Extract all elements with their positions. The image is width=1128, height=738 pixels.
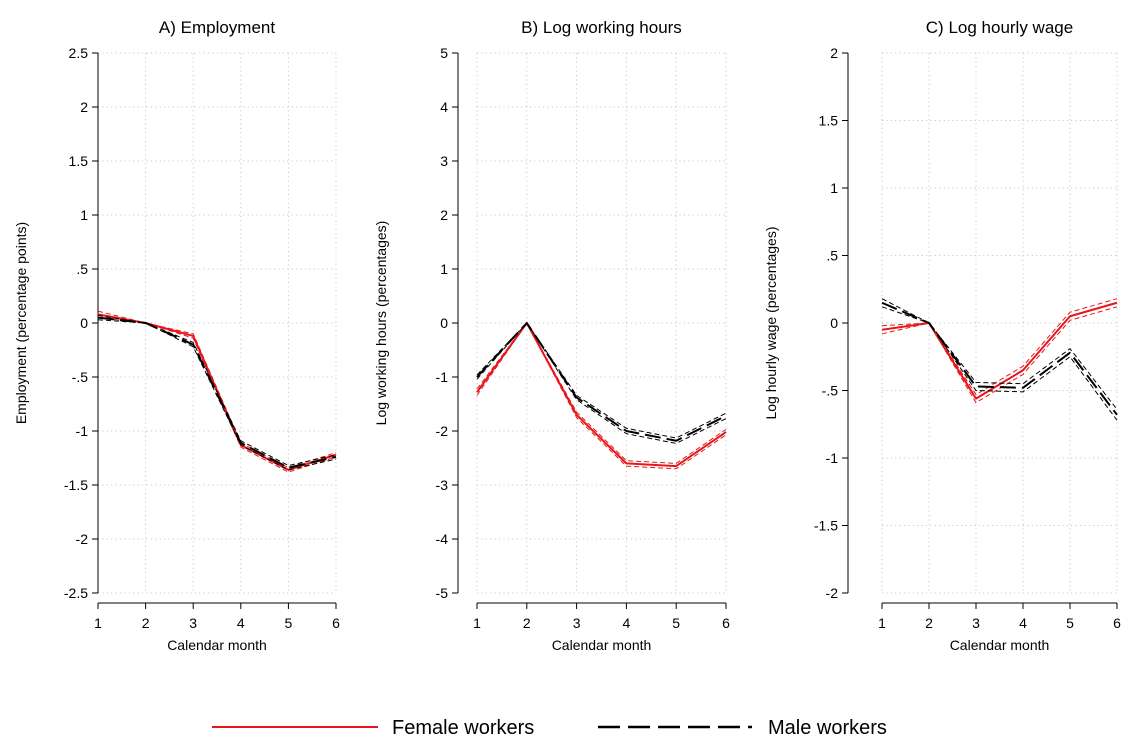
y-axis-label: Log hourly wage (percentages) <box>763 226 779 419</box>
y-tick-label: 2 <box>830 45 838 61</box>
y-tick-label: -1 <box>826 450 839 466</box>
x-tick-label: 4 <box>1019 615 1027 631</box>
x-tick-label: 6 <box>1113 615 1121 631</box>
x-tick-label: 1 <box>878 615 886 631</box>
y-tick-label: -3 <box>436 477 449 493</box>
y-tick-label: 1 <box>830 180 838 196</box>
y-tick-label: -1 <box>76 423 89 439</box>
y-tick-label: 4 <box>440 99 448 115</box>
x-tick-label: 1 <box>473 615 481 631</box>
x-tick-label: 3 <box>189 615 197 631</box>
y-tick-label: 1 <box>80 207 88 223</box>
y-axis-label: Employment (percentage points) <box>13 222 29 424</box>
y-tick-label: -4 <box>436 531 449 547</box>
series-line <box>476 322 727 468</box>
panel-2: B) Log working hours -5 -4 -3 -2 -1 0 1 2 3 4 5 Log … <box>373 18 730 653</box>
y-tick-label: -2 <box>436 423 449 439</box>
grid <box>97 52 337 594</box>
panel-3: C) Log hourly wage -2 -1.5 -1 -.5 0 .5 1 1.5 2 Log… <box>763 18 1121 653</box>
series-band-upper <box>881 298 1118 410</box>
series-line <box>881 301 1118 400</box>
y-tick-label: 2 <box>440 207 448 223</box>
x-tick-label: 1 <box>94 615 102 631</box>
x-tick-label: 2 <box>925 615 933 631</box>
x-tick-label: 3 <box>573 615 581 631</box>
x-axis-label: Calendar month <box>552 637 652 653</box>
panel-title: A) Employment <box>159 18 275 37</box>
legend: Female workers Male workers <box>212 717 887 738</box>
y-tick-label: 2.5 <box>69 45 89 61</box>
grid <box>881 52 1118 594</box>
y-tick-label: 3 <box>440 153 448 169</box>
grid <box>476 52 727 594</box>
y-tick-label: 0 <box>80 315 88 331</box>
series-line <box>881 301 1118 416</box>
x-tick-label: 4 <box>623 615 631 631</box>
y-tick-label: -1 <box>436 369 449 385</box>
series-band-upper <box>97 314 337 467</box>
x-tick-label: 3 <box>972 615 980 631</box>
y-tick-label: .5 <box>76 261 88 277</box>
y-tick-label: -.5 <box>72 369 89 385</box>
series-band-upper <box>476 322 727 439</box>
series-band-upper <box>881 298 1118 396</box>
x-axis-label: Calendar month <box>167 637 267 653</box>
series-male-workers <box>881 298 1118 421</box>
series-female-workers <box>881 298 1118 404</box>
y-tick-label: 1 <box>440 261 448 277</box>
y-axis-label: Log working hours (percentages) <box>373 221 389 426</box>
x-tick-label: 5 <box>285 615 293 631</box>
x-tick-label: 4 <box>237 615 245 631</box>
x-axis-label: Calendar month <box>950 637 1050 653</box>
series-male-workers <box>97 314 337 471</box>
chart-panels: A) Employment-2.5-2-1.5-1-.50.511.522.5E… <box>13 18 1121 653</box>
series-line <box>97 316 337 469</box>
y-tick-label: -2.5 <box>64 585 88 601</box>
x-tick-label: 5 <box>672 615 680 631</box>
series-female-workers <box>476 322 727 470</box>
series-band-lower <box>881 306 1118 421</box>
y-tick-label: 0 <box>830 315 838 331</box>
y-tick-label: -.5 <box>822 383 839 399</box>
y-tick-label: -5 <box>436 585 449 601</box>
x-tick-label: 5 <box>1066 615 1074 631</box>
y-tick-label: 1.5 <box>819 113 839 129</box>
series-band-lower <box>881 306 1118 404</box>
series-male-workers <box>476 322 727 444</box>
series-band-upper <box>476 322 727 464</box>
panel-title: B) Log working hours <box>521 18 682 37</box>
y-tick-label: 5 <box>440 45 448 61</box>
legend-label-female: Female workers <box>392 717 534 738</box>
legend-label-male: Male workers <box>768 717 887 738</box>
x-tick-label: 2 <box>523 615 531 631</box>
panel-title: C) Log hourly wage <box>926 18 1073 37</box>
x-tick-label: 6 <box>722 615 730 631</box>
series-band-lower <box>476 322 727 470</box>
y-tick-label: -1.5 <box>814 518 838 534</box>
y-tick-label: 2 <box>80 99 88 115</box>
y-tick-label: 0 <box>440 315 448 331</box>
series-band-lower <box>476 322 727 444</box>
x-tick-label: 2 <box>142 615 150 631</box>
y-tick-label: -2 <box>76 531 89 547</box>
panel-1: A) Employment -2.5 -2 -1.5 -1 -.5 0 .5 1 1.5 2 2.5 E… <box>13 18 340 653</box>
y-tick-label: 1.5 <box>69 153 89 169</box>
y-tick-label: .5 <box>826 248 838 264</box>
y-tick-label: -1.5 <box>64 477 88 493</box>
y-tick-label: -2 <box>826 585 839 601</box>
x-tick-label: 6 <box>332 615 340 631</box>
